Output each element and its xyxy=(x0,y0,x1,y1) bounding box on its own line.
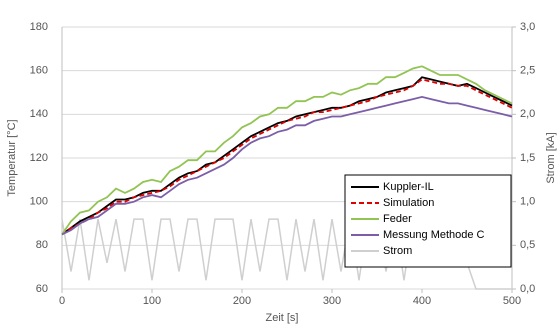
legend-label: Messung Methode C xyxy=(383,229,485,241)
y-tick-label: 160 xyxy=(30,65,48,77)
y-axis-label: Temperatur [°C] xyxy=(6,119,18,196)
y2-tick-label: 2,5 xyxy=(520,65,535,77)
y-tick-label: 80 xyxy=(36,239,48,251)
series-line xyxy=(61,78,513,236)
y-tick-label: 140 xyxy=(30,108,48,120)
legend-label: Simulation xyxy=(383,197,434,209)
legend-label: Strom xyxy=(383,245,412,257)
x-tick-label: 400 xyxy=(413,295,431,307)
y-tick-label: 120 xyxy=(30,152,48,164)
y2-tick-label: 2,0 xyxy=(520,108,535,120)
series-line xyxy=(61,76,513,236)
y2-tick-label: 0,0 xyxy=(520,283,535,295)
legend-label: Feder xyxy=(383,213,412,225)
legend-label: Kuppler-IL xyxy=(383,181,434,193)
x-axis-label: Zeit [s] xyxy=(265,312,298,324)
y-tick-label: 180 xyxy=(30,21,48,33)
y2-tick-label: 1,0 xyxy=(520,196,535,208)
y2-axis-label: Strom [kA] xyxy=(545,132,557,183)
y-tick-label: 60 xyxy=(36,283,48,295)
y2-tick-label: 0,5 xyxy=(520,239,535,251)
series-line xyxy=(61,95,513,236)
x-tick-label: 500 xyxy=(503,295,521,307)
x-tick-label: 200 xyxy=(233,295,251,307)
series-line xyxy=(61,65,513,235)
y2-tick-label: 3,0 xyxy=(520,21,535,33)
y2-tick-label: 1,5 xyxy=(520,152,535,164)
y-tick-label: 100 xyxy=(30,196,48,208)
x-tick-label: 300 xyxy=(323,295,341,307)
x-tick-label: 100 xyxy=(143,295,161,307)
x-tick-label: 0 xyxy=(59,295,65,307)
